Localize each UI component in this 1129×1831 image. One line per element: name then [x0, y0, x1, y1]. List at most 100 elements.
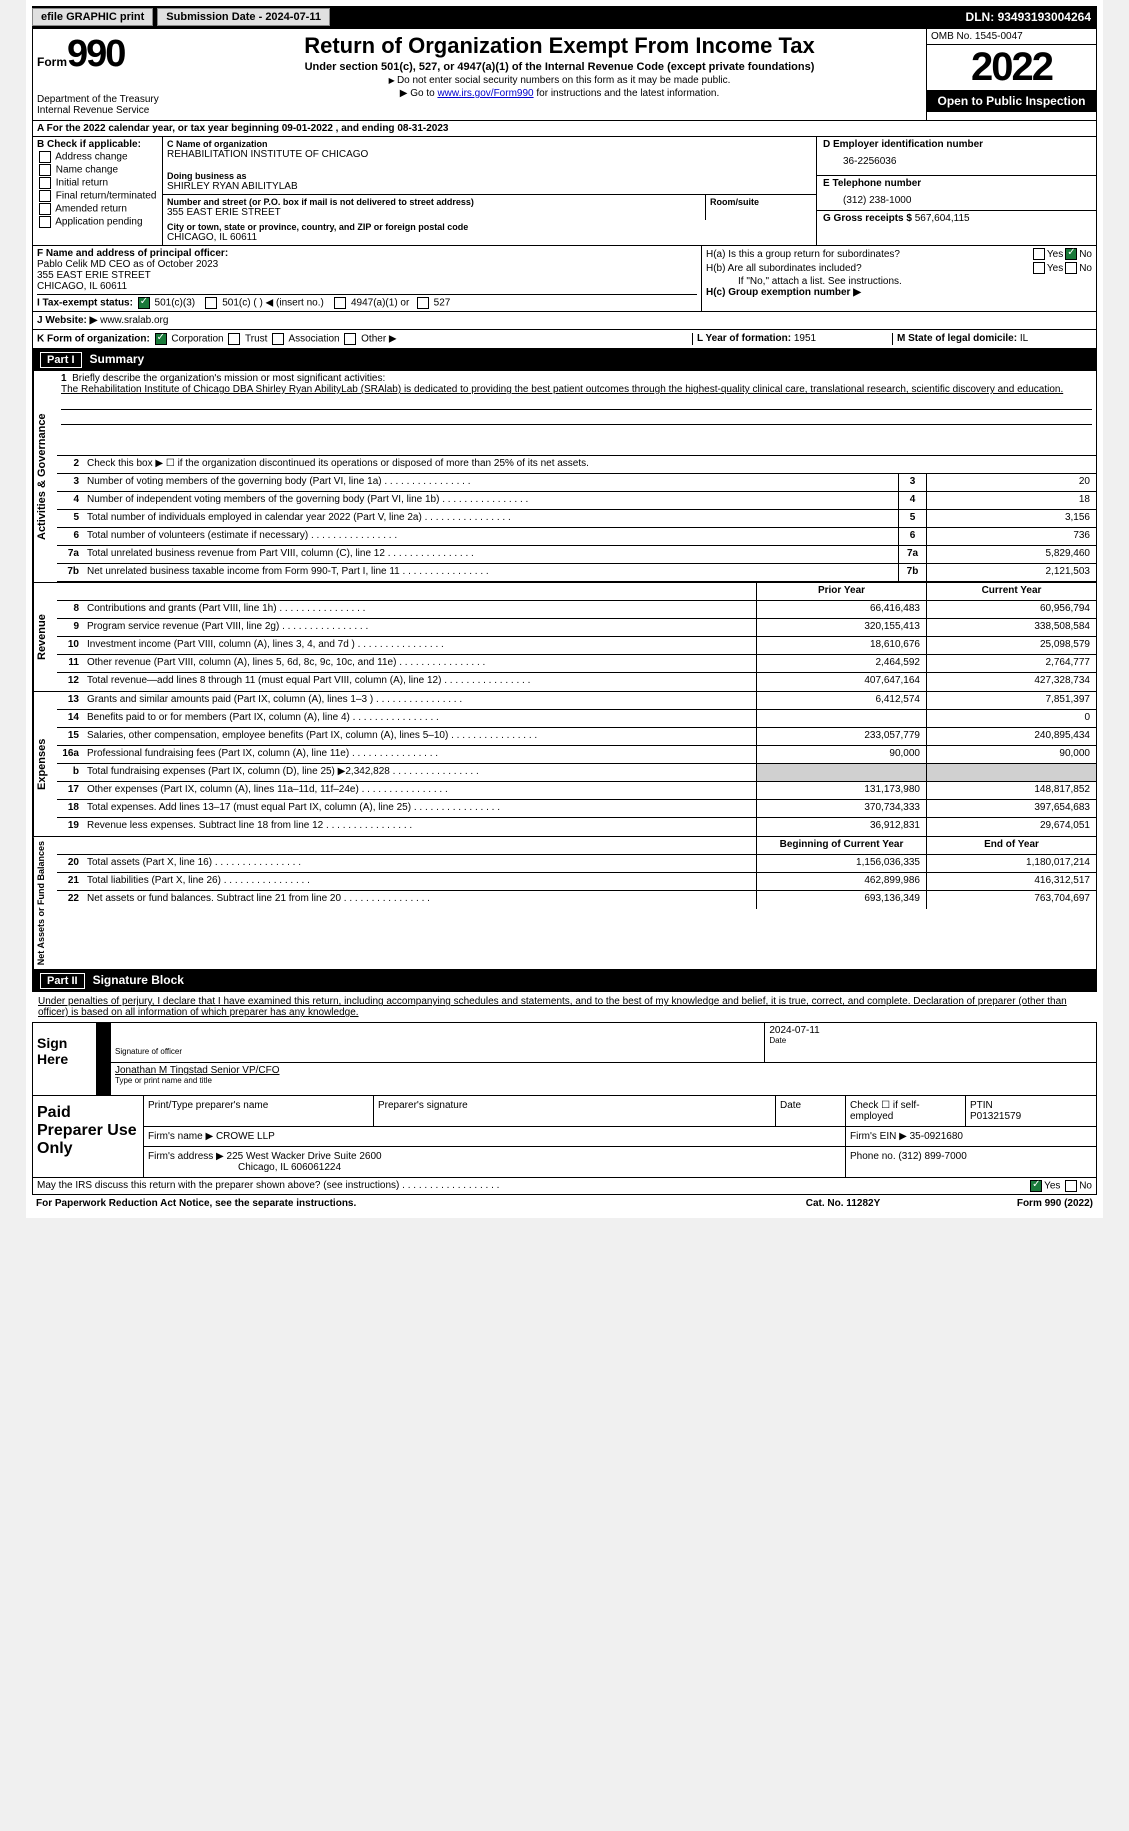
chk-final-return[interactable]: Final return/terminated: [37, 190, 158, 202]
tax-year: 2022: [927, 45, 1096, 90]
col-h-group: H(a) Is this a group return for subordin…: [701, 246, 1096, 311]
ha-row: H(a) Is this a group return for subordin…: [706, 248, 1092, 260]
dln-lbl: DLN:: [966, 10, 995, 24]
officer-addr1: 355 EAST ERIE STREET: [37, 270, 697, 281]
city-cell: City or town, state or province, country…: [163, 220, 816, 245]
paid-row1: Print/Type preparer's name Preparer's si…: [144, 1096, 1096, 1127]
chk-hb-no[interactable]: [1065, 262, 1077, 274]
rev-header-row: Prior Year Current Year: [57, 583, 1096, 601]
chk-initial-return[interactable]: Initial return: [37, 177, 158, 189]
street-cell: Number and street (or P.O. box if mail i…: [163, 195, 706, 220]
phone-val: (312) 899-7000: [898, 1151, 966, 1162]
line2-desc: Check this box ▶ ☐ if the organization d…: [83, 456, 1096, 473]
firm-ein-val: 35-0921680: [910, 1131, 963, 1142]
summary-net: Net Assets or Fund Balances Beginning of…: [32, 837, 1097, 970]
chk-lbl-4: Amended return: [55, 204, 127, 215]
k-left: K Form of organization: Corporation Trus…: [37, 333, 692, 345]
chk-discuss-yes[interactable]: [1030, 1180, 1042, 1192]
chk-lbl-0: Address change: [55, 152, 127, 163]
exp-body: 13Grants and similar amounts paid (Part …: [57, 692, 1096, 836]
summary-line-20: 20Total assets (Part X, line 16)1,156,03…: [57, 855, 1096, 873]
chk-application-pending[interactable]: Application pending: [37, 216, 158, 228]
chk-trust[interactable]: [228, 333, 240, 345]
firm-addr-lbl: Firm's address ▶: [148, 1151, 224, 1162]
summary-line-19: 19Revenue less expenses. Subtract line 1…: [57, 818, 1096, 836]
chk-assoc[interactable]: [272, 333, 284, 345]
dln-value: 93493193004264: [998, 10, 1091, 24]
discuss-text: May the IRS discuss this return with the…: [37, 1180, 1028, 1192]
ssn-warning: Do not enter social security numbers on …: [197, 75, 922, 86]
officer-name-cell: Jonathan M Tingstad Senior VP/CFO Type o…: [111, 1063, 1096, 1095]
chk-ha-yes[interactable]: [1033, 248, 1045, 260]
section-fh: F Name and address of principal officer:…: [32, 246, 1097, 312]
rev-body: Prior Year Current Year 8Contributions a…: [57, 583, 1096, 691]
arrow-icon: [97, 1023, 111, 1062]
summary-rev: Revenue Prior Year Current Year 8Contrib…: [32, 583, 1097, 692]
chk-501c3[interactable]: [138, 297, 150, 309]
gross-val: 567,604,115: [915, 213, 970, 224]
part2-header: Part II Signature Block: [32, 970, 1097, 992]
chk-corp[interactable]: [155, 333, 167, 345]
prep-sig-lbl: Preparer's signature: [378, 1100, 468, 1111]
j-lbl: J Website: ▶: [37, 315, 97, 326]
form-number: Form990: [37, 33, 189, 76]
row-j-website: J Website: ▶ www.sralab.org: [32, 312, 1097, 330]
col-b-label: B Check if applicable:: [37, 139, 158, 150]
ha-lbl: H(a) Is this a group return for subordin…: [706, 249, 1031, 260]
irs-link[interactable]: www.irs.gov/Form990: [437, 88, 533, 99]
ptin-lbl: PTIN: [970, 1100, 993, 1111]
org-name-cell: C Name of organization REHABILITATION IN…: [163, 137, 816, 195]
summary-line-10: 10Investment income (Part VIII, column (…: [57, 637, 1096, 655]
col-f-officer: F Name and address of principal officer:…: [33, 246, 701, 311]
form-num: 990: [67, 33, 124, 75]
sign-here-lbl: Sign Here: [33, 1023, 97, 1095]
section-bcd: B Check if applicable: Address change Na…: [32, 137, 1097, 246]
submission-date-button[interactable]: Submission Date - 2024-07-11: [157, 8, 330, 26]
sig-row2: Jonathan M Tingstad Senior VP/CFO Type o…: [97, 1063, 1096, 1095]
chk-501c[interactable]: [205, 297, 217, 309]
summary-line-3: 3Number of voting members of the governi…: [57, 474, 1096, 492]
street-val: 355 EAST ERIE STREET: [167, 207, 701, 218]
form-header: Form990 Department of the Treasury Inter…: [32, 28, 1097, 121]
goto-line: ▶ Go to www.irs.gov/Form990 for instruct…: [197, 88, 922, 99]
chk-amended-return[interactable]: Amended return: [37, 203, 158, 215]
summary-line-16a: 16aProfessional fundraising fees (Part I…: [57, 746, 1096, 764]
chk-other[interactable]: [344, 333, 356, 345]
i-opt2: 501(c) ( ) ◀ (insert no.): [222, 298, 324, 309]
summary-line-12: 12Total revenue—add lines 8 through 11 (…: [57, 673, 1096, 691]
side-net: Net Assets or Fund Balances: [33, 837, 57, 969]
officer-name: Pablo Celik MD CEO as of October 2023: [37, 259, 697, 270]
paid-right: Print/Type preparer's name Preparer's si…: [143, 1096, 1096, 1177]
paid-preparer-block: Paid Preparer Use Only Print/Type prepar…: [32, 1096, 1097, 1178]
dln-label: DLN: 93493193004264: [966, 10, 1097, 24]
chk-527[interactable]: [417, 297, 429, 309]
chk-hb-yes[interactable]: [1033, 262, 1045, 274]
summary-line-21: 21Total liabilities (Part X, line 26)462…: [57, 873, 1096, 891]
col-c-org-info: C Name of organization REHABILITATION IN…: [163, 137, 816, 245]
prep-sig-cell: Preparer's signature: [374, 1096, 776, 1126]
hb-no: No: [1079, 263, 1092, 274]
summary-line-22: 22Net assets or fund balances. Subtract …: [57, 891, 1096, 909]
firm-addr1: 225 West Wacker Drive Suite 2600: [227, 1151, 382, 1162]
efile-print-button[interactable]: efile GRAPHIC print: [32, 8, 153, 26]
chk-name-change[interactable]: Name change: [37, 164, 158, 176]
cat-no: Cat. No. 11282Y: [743, 1198, 943, 1209]
l-lbl: L Year of formation:: [697, 333, 791, 344]
summary-line-14: 14Benefits paid to or for members (Part …: [57, 710, 1096, 728]
chk-discuss-no[interactable]: [1065, 1180, 1077, 1192]
form-line: Form 990 (2022): [943, 1198, 1093, 1209]
f-lbl: F Name and address of principal officer:: [37, 248, 697, 259]
gross-lbl: G Gross receipts $: [823, 213, 912, 224]
firm-name-val: CROWE LLP: [216, 1131, 275, 1142]
chk-address-change[interactable]: Address change: [37, 151, 158, 163]
summary-line-18: 18Total expenses. Add lines 13–17 (must …: [57, 800, 1096, 818]
k-corp: Corporation: [171, 334, 223, 345]
part1-header: Part I Summary: [32, 349, 1097, 371]
chk-ha-no[interactable]: [1065, 248, 1077, 260]
chk-4947[interactable]: [334, 297, 346, 309]
firm-addr2: Chicago, IL 606061224: [148, 1162, 341, 1173]
k-trust: Trust: [245, 334, 267, 345]
tel-lbl: E Telephone number: [823, 178, 1090, 189]
department-text: Department of the Treasury Internal Reve…: [37, 94, 189, 116]
self-emp-lbl: Check ☐ if self-employed: [850, 1100, 920, 1122]
